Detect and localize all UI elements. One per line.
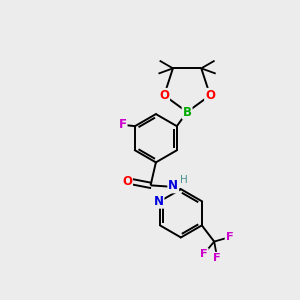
Text: N: N [154,195,164,208]
Text: F: F [200,249,208,259]
Text: H: H [180,175,188,185]
Text: O: O [122,175,132,188]
Text: O: O [205,89,215,102]
Text: F: F [213,253,221,263]
Text: B: B [183,106,192,118]
Text: F: F [226,232,233,242]
Text: O: O [159,89,169,102]
Text: N: N [168,179,178,192]
Text: F: F [118,118,127,131]
